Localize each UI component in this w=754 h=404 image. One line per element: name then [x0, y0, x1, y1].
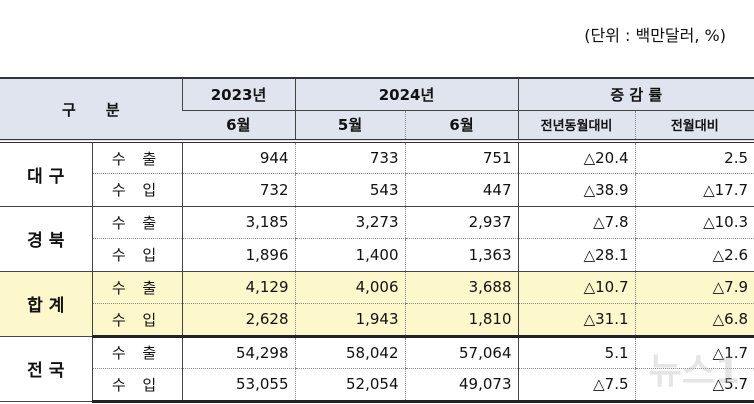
value-cell: 543: [294, 173, 406, 207]
region-label: 전 국: [0, 336, 92, 402]
value-cell: 54,298: [181, 336, 296, 369]
value-cell: 1,810: [404, 303, 519, 338]
header-2023-jun: 6월: [182, 110, 296, 143]
value-cell: 732: [181, 173, 296, 207]
header-2024-may: 5월: [294, 110, 406, 143]
value-cell: 3,273: [294, 206, 406, 239]
value-cell: 49,073: [404, 368, 519, 403]
value-cell: △7.9: [634, 271, 754, 304]
trade-type: 수 출: [91, 336, 183, 369]
value-cell: 53,055: [181, 368, 296, 403]
header-category: 구 분: [0, 77, 183, 143]
value-cell: 58,042: [294, 336, 406, 369]
trade-type: 수 입: [91, 368, 183, 403]
value-cell: △7.8: [517, 206, 636, 239]
value-cell: 1,896: [181, 238, 296, 272]
trade-type: 수 입: [91, 238, 183, 272]
header-change: 증 감 률: [517, 77, 754, 111]
value-cell: 944: [181, 141, 296, 174]
table-row: 수 입 53,055 52,054 49,073 △7.5 △5.7: [0, 368, 754, 403]
value-cell: 2,628: [181, 303, 296, 338]
trade-type: 수 입: [91, 173, 183, 207]
trade-table: 구 분 2023년 2024년 증 감 률 6월 5월 6월 전년동월대비 전월…: [0, 77, 754, 403]
table-row: 수 입 1,896 1,400 1,363 △28.1 △2.6: [0, 238, 754, 272]
value-cell: △17.7: [634, 173, 754, 207]
table-row: 수 입 2,628 1,943 1,810 △31.1 △6.8: [0, 303, 754, 338]
table-row: 수 입 732 543 447 △38.9 △17.7: [0, 173, 754, 207]
unit-label: (단위 : 백만달러, %): [584, 26, 726, 45]
value-cell: 1,363: [404, 238, 519, 272]
trade-type: 수 출: [91, 206, 183, 239]
header-2024-jun: 6월: [404, 110, 519, 143]
value-cell: △5.7: [634, 368, 754, 403]
value-cell: △7.5: [517, 368, 636, 403]
value-cell: 4,006: [294, 271, 406, 304]
value-cell: △31.1: [517, 303, 636, 338]
value-cell: 1,943: [294, 303, 406, 338]
watermark-logo: 뉴스1: [648, 351, 740, 392]
value-cell: 4,129: [181, 271, 296, 304]
region-label: 대 구: [0, 141, 92, 207]
value-cell: 751: [404, 141, 519, 174]
region-label: 합 계: [0, 271, 92, 337]
value-cell: 3,185: [181, 206, 296, 239]
trade-type: 수 출: [91, 271, 183, 304]
value-cell: △10.3: [634, 206, 754, 239]
value-cell: 52,054: [294, 368, 406, 403]
value-cell: △28.1: [517, 238, 636, 272]
value-cell: 5.1: [517, 336, 636, 369]
value-cell: △1.7: [634, 336, 754, 369]
value-cell: 3,688: [404, 271, 519, 304]
value-cell: 2.5: [634, 141, 754, 174]
value-cell: △38.9: [517, 173, 636, 207]
header-2023: 2023년: [181, 77, 296, 111]
value-cell: 733: [294, 141, 406, 174]
header-2024: 2024년: [294, 77, 519, 111]
value-cell: 447: [404, 173, 519, 207]
header-yoy: 전년동월대비: [517, 110, 636, 143]
region-label: 경 북: [0, 206, 92, 272]
value-cell: △2.6: [634, 238, 754, 272]
trade-type: 수 출: [91, 141, 183, 174]
value-cell: 1,400: [294, 238, 406, 272]
value-cell: 2,937: [404, 206, 519, 239]
value-cell: △10.7: [517, 271, 636, 304]
trade-type: 수 입: [91, 303, 183, 338]
value-cell: 57,064: [404, 336, 519, 369]
value-cell: △6.8: [634, 303, 754, 338]
value-cell: △20.4: [517, 141, 636, 174]
header-mom: 전월대비: [634, 110, 754, 143]
